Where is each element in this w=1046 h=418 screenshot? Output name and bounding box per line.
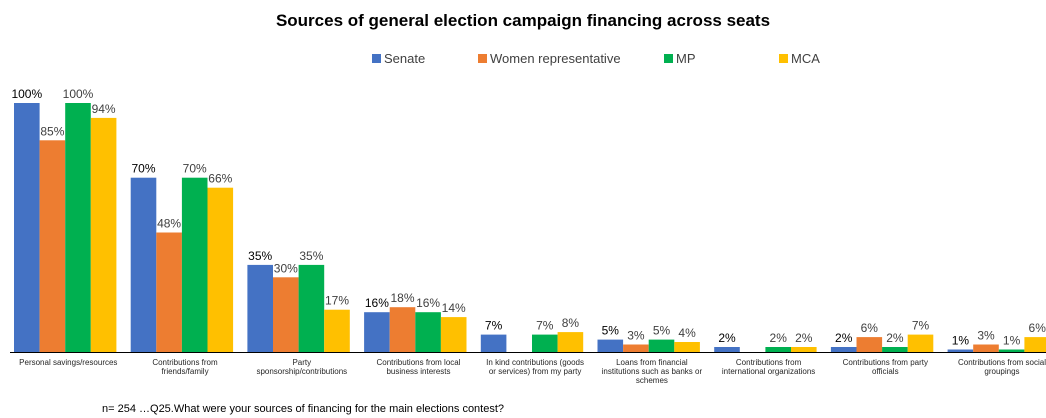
category-label-5: In kind contributions (goods or services)… — [486, 358, 584, 376]
bar-4-3 — [415, 312, 441, 352]
value-label-9-4: 6% — [1029, 321, 1046, 335]
bars: 100%85%100%94%70%48%70%66%35%30%35%17% 16… — [11, 87, 1046, 353]
value-label-5-3: 7% — [536, 319, 554, 333]
bar-2-4 — [207, 187, 234, 352]
value-label-5-1: 7% — [485, 319, 503, 333]
bar-8-2 — [856, 337, 883, 352]
bar-5-1 — [480, 334, 507, 352]
category-label-3: Party sponsorship/contributions — [256, 358, 347, 376]
bar-3-3 — [298, 264, 325, 353]
value-label-4-1: 16% — [365, 296, 389, 310]
bar-3-1 — [247, 264, 273, 353]
category-label-2: Contributions from friends/family — [152, 358, 218, 376]
value-label-9-1: 1% — [952, 334, 970, 348]
bar-4-4 — [440, 317, 467, 352]
legend-swatch-2 — [478, 54, 487, 63]
value-label-8-1: 2% — [835, 331, 853, 345]
legend-label-1: Senate — [384, 51, 425, 66]
value-label-8-4: 7% — [912, 319, 930, 333]
value-label-4-2: 18% — [390, 291, 414, 305]
bar-1-1 — [14, 103, 40, 352]
value-label-3-1: 35% — [248, 249, 272, 263]
value-label-2-2: 48% — [157, 217, 181, 231]
bar-6-3 — [648, 339, 675, 353]
category-labels: Personal savings/resources Contributions … — [19, 358, 1046, 385]
value-label-3-2: 30% — [274, 261, 298, 275]
category-label-4: Contributions from local business interes… — [376, 358, 460, 376]
bar-9-3 — [998, 349, 1025, 352]
value-label-9-3: 1% — [1003, 334, 1021, 348]
value-label-8-2: 6% — [861, 321, 879, 335]
bar-1-4 — [90, 117, 117, 353]
bar-5-4 — [557, 332, 584, 352]
value-label-2-1: 70% — [131, 162, 155, 176]
value-label-1-2: 85% — [40, 124, 64, 138]
legend-label-4: MCA — [791, 51, 820, 66]
value-label-2-3: 70% — [183, 162, 207, 176]
value-label-6-2: 3% — [627, 329, 645, 343]
value-label-2-4: 66% — [208, 172, 232, 186]
value-label-9-2: 3% — [977, 329, 995, 343]
legend-swatch-4 — [779, 54, 788, 63]
bar-6-2 — [623, 344, 649, 352]
value-label-6-1: 5% — [602, 324, 620, 338]
bar-2-3 — [181, 177, 208, 352]
value-label-8-3: 2% — [886, 331, 904, 345]
value-label-6-4: 4% — [678, 326, 696, 340]
bar-8-4 — [907, 334, 934, 352]
value-label-3-4: 17% — [325, 294, 349, 308]
bar-5-3 — [532, 334, 558, 352]
bar-1-2 — [39, 140, 66, 352]
value-label-7-3: 2% — [770, 331, 788, 345]
legend-label-2: Women representative — [490, 51, 621, 66]
bar-6-1 — [597, 339, 624, 353]
category-label-9: Contributions from social groupings — [958, 358, 1046, 376]
bar-9-2 — [973, 344, 999, 352]
value-label-4-4: 14% — [442, 301, 466, 315]
bar-7-3 — [765, 347, 791, 352]
bar-6-4 — [674, 342, 700, 352]
bar-3-4 — [324, 309, 350, 352]
value-label-1-1: 100% — [11, 87, 42, 101]
value-label-7-1: 2% — [718, 331, 736, 345]
bar-3-2 — [273, 277, 299, 352]
bar-2-1 — [130, 177, 157, 352]
value-label-6-3: 5% — [653, 324, 671, 338]
value-label-4-3: 16% — [416, 296, 440, 310]
category-label-8: Contributions from party officials — [843, 358, 928, 376]
bar-7-1 — [714, 347, 740, 352]
value-label-7-4: 2% — [795, 331, 813, 345]
bar-8-3 — [882, 347, 908, 352]
bar-8-1 — [830, 347, 857, 352]
bar-9-4 — [1024, 337, 1046, 352]
value-label-1-3: 100% — [63, 87, 94, 101]
legend: Senate Women representative MP MCA — [372, 51, 820, 66]
value-label-1-4: 94% — [92, 102, 116, 116]
legend-swatch-1 — [372, 54, 381, 63]
bar-9-1 — [947, 349, 974, 352]
value-label-5-4: 8% — [562, 316, 580, 330]
legend-label-3: MP — [676, 51, 696, 66]
bar-7-4 — [791, 347, 817, 352]
category-label-6: Loans from financial institutions such as… — [602, 358, 703, 385]
value-label-3-3: 35% — [299, 249, 323, 263]
category-label-1: Personal savings/resources — [19, 358, 117, 367]
footnote: n= 254 …Q25.What were your sources of fi… — [102, 403, 504, 415]
legend-swatch-3 — [664, 54, 673, 63]
bar-1-3 — [65, 103, 91, 352]
chart-title: Sources of general election campaign fin… — [276, 11, 770, 30]
bar-4-2 — [389, 307, 416, 352]
bar-2-2 — [156, 232, 182, 352]
category-label-7: Contributions from international organiza… — [722, 358, 815, 376]
bar-4-1 — [364, 312, 390, 352]
